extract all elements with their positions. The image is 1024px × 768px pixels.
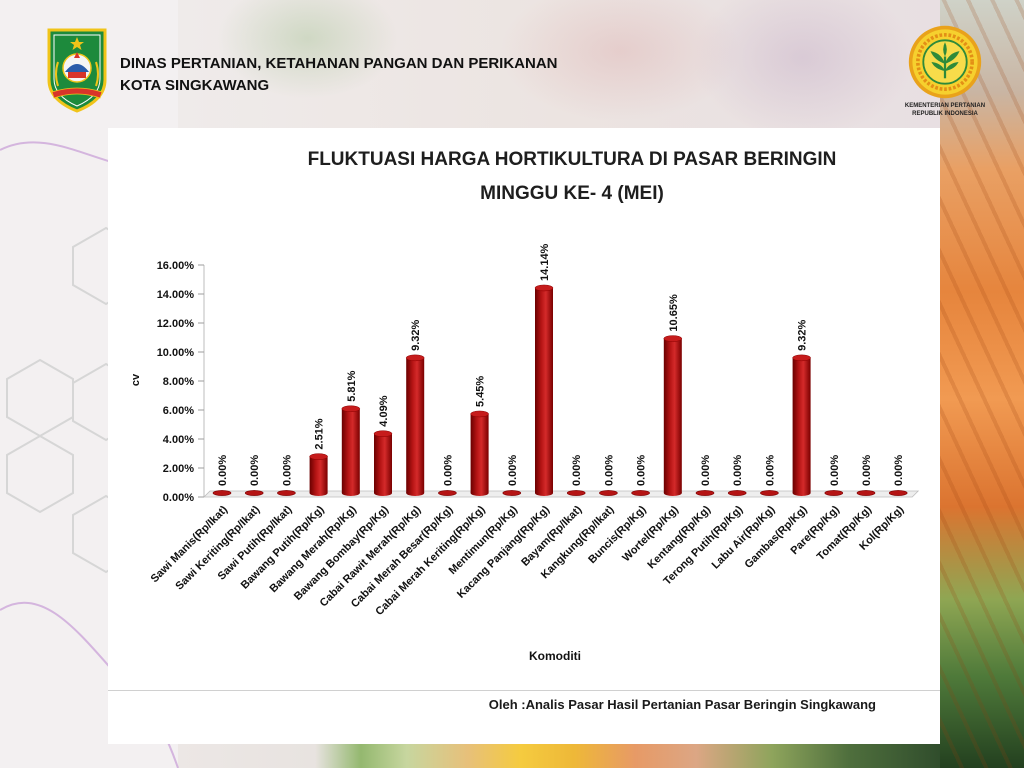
footer-separator: [108, 690, 940, 691]
bar-sawi-putih: [277, 490, 296, 496]
data-label-wortel: 10.65%: [668, 294, 680, 332]
category-label-wortel: Wortel(Rp/Kg): [620, 503, 681, 564]
data-label-bawang-putih: 2.51%: [314, 418, 326, 449]
data-label-kacang-panjang: 14.14%: [539, 243, 551, 281]
bar-cabai-merah-besar: [438, 490, 457, 496]
bar-sawi-manis: [212, 490, 232, 496]
data-label-terong-putih: 0.00%: [732, 455, 744, 486]
y-tick-label: 14.00%: [157, 289, 195, 301]
chart-title-line-2: MINGGU KE- 4 (MEI): [480, 183, 664, 204]
data-label-sawi-keriting: 0.00%: [249, 455, 261, 486]
bar-bawang-bombay: [373, 430, 393, 496]
bar-bawang-putih: [309, 453, 328, 496]
data-label-cabai-rawit-merah: 9.32%: [410, 319, 422, 350]
data-label-labu-air: 0.00%: [764, 455, 776, 486]
bar-pare: [824, 490, 844, 496]
y-tick-label: 6.00%: [163, 405, 194, 417]
bar-terong-putih: [727, 490, 747, 496]
data-label-tomat: 0.00%: [861, 455, 873, 486]
bar-buncis: [631, 490, 650, 496]
background-photo-top: [178, 0, 940, 128]
y-tick-label: 12.00%: [157, 318, 195, 330]
data-label-cabai-merah-besar: 0.00%: [442, 455, 454, 486]
bar-bawang-merah: [341, 405, 361, 496]
data-label-bawang-bombay: 4.09%: [378, 395, 390, 426]
agency-name-line-2: KOTA SINGKAWANG: [120, 77, 270, 94]
bar-wortel: [663, 335, 683, 496]
bar-cabai-merah-keriting: [470, 410, 489, 496]
agency-name-line-1: DINAS PERTANIAN, KETAHANAN PANGAN DAN PE…: [120, 55, 558, 72]
y-tick-label: 16.00%: [157, 260, 195, 272]
x-axis-title: Komoditi: [529, 649, 581, 663]
source-note: Oleh :Analis Pasar Hasil Pertanian Pasar…: [488, 697, 876, 712]
bar-kentang: [695, 490, 715, 496]
category-label-buncis: Buncis(Rp/Kg): [586, 503, 649, 566]
bar-labu-air: [760, 490, 779, 496]
data-label-buncis: 0.00%: [636, 455, 648, 486]
data-label-sawi-manis: 0.00%: [217, 455, 229, 486]
data-label-gambas: 9.32%: [797, 319, 809, 350]
background-photo-right: [940, 0, 1024, 768]
kementan-caption-line-1: KEMENTERIAN PERTANIAN: [904, 103, 986, 109]
bar-kol: [888, 490, 908, 496]
bar-kangkung: [599, 490, 618, 496]
data-label-kol: 0.00%: [893, 455, 905, 486]
bar-mentimun: [502, 490, 522, 496]
data-label-pare: 0.00%: [829, 455, 841, 486]
kementan-caption-line-2: REPUBLIK INDONESIA: [912, 111, 978, 117]
data-label-bayam: 0.00%: [571, 455, 583, 486]
bar-bayam: [566, 490, 586, 496]
data-label-mentimun: 0.00%: [507, 455, 519, 486]
bars: [212, 284, 908, 496]
kementan-logo-icon: [908, 25, 982, 99]
bar-gambas: [792, 354, 811, 496]
data-label-sawi-putih: 0.00%: [281, 455, 293, 486]
y-tick-label: 8.00%: [163, 376, 194, 388]
data-label-bawang-merah: 5.81%: [346, 370, 358, 401]
bar-sawi-keriting: [244, 490, 264, 496]
chart-title-line-1: FLUKTUASI HARGA HORTIKULTURA DI PASAR BE…: [308, 149, 837, 170]
chart: FLUKTUASI HARGA HORTIKULTURA DI PASAR BE…: [130, 149, 920, 663]
y-tick-label: 2.00%: [163, 463, 194, 475]
y-tick-label: 0.00%: [163, 492, 194, 504]
data-label-cabai-merah-keriting: 5.45%: [475, 376, 487, 407]
data-label-kangkung: 0.00%: [603, 455, 615, 486]
data-label-kentang: 0.00%: [700, 455, 712, 486]
singkawang-city-emblem-icon: [47, 28, 107, 113]
bar-cabai-rawit-merah: [405, 354, 425, 496]
y-tick-label: 4.00%: [163, 434, 194, 446]
bar-kacang-panjang: [534, 284, 554, 496]
background-photo-bottom: [178, 744, 940, 768]
y-axis-title: cv: [130, 373, 142, 386]
bar-tomat: [856, 490, 876, 496]
chart-panel: FLUKTUASI HARGA HORTIKULTURA DI PASAR BE…: [108, 128, 940, 744]
y-tick-label: 10.00%: [157, 347, 195, 359]
